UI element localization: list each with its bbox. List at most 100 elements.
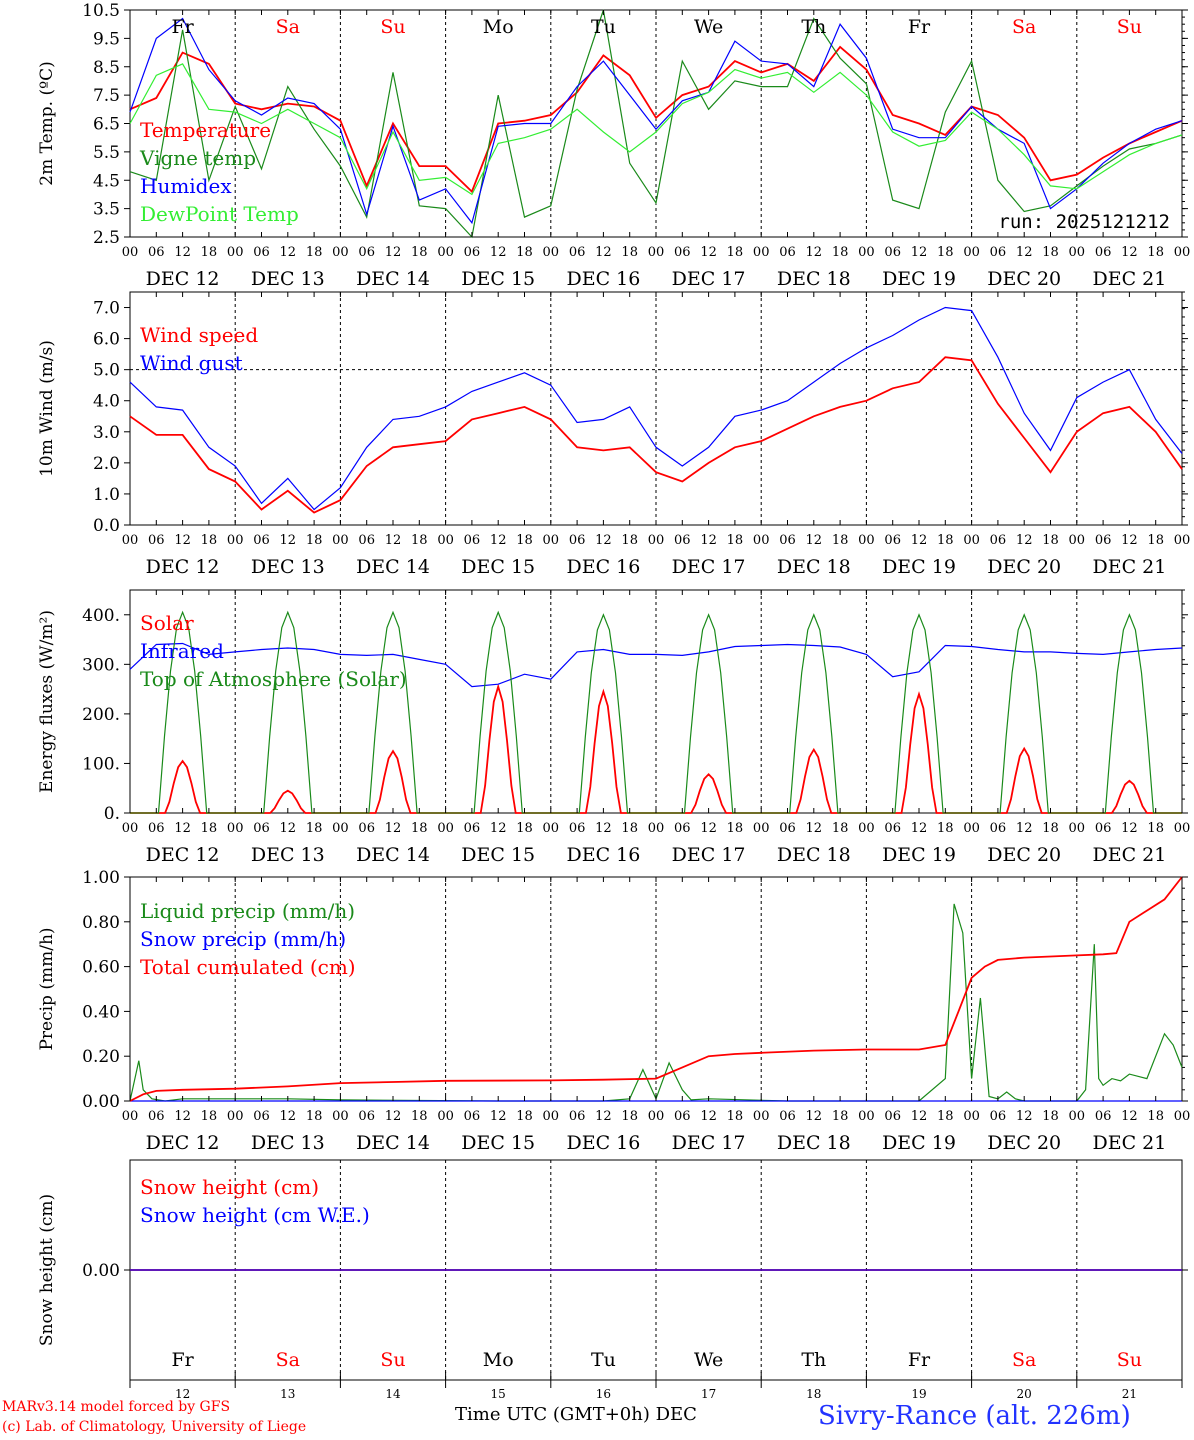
x-hour-label: 06 xyxy=(253,245,270,260)
series-line-infrared xyxy=(129,642,1183,688)
x-hour-label: 06 xyxy=(674,245,691,260)
x-hour-label: 18 xyxy=(306,821,323,836)
x-hour-label: 18 xyxy=(832,533,849,548)
x-hour-label: 12 xyxy=(595,533,612,548)
bottom-day-name: Sa xyxy=(1012,1349,1036,1371)
y-tick-label: 200. xyxy=(82,705,120,725)
legend-entry: Vigne temp xyxy=(139,146,256,170)
bottom-day-number: 21 xyxy=(1122,1387,1137,1401)
y-tick-label: 2.5 xyxy=(93,228,120,248)
day-name-label: Fr xyxy=(171,16,194,38)
day-name-label: We xyxy=(694,16,723,38)
x-hour-label: 18 xyxy=(1042,533,1059,548)
y-tick-label: 1.00 xyxy=(82,868,120,888)
x-hour-label: 12 xyxy=(595,821,612,836)
x-hour-label: 18 xyxy=(516,533,533,548)
x-hour-label: 12 xyxy=(1121,533,1138,548)
y-tick-label: 10.5 xyxy=(82,1,120,21)
x-hour-label: 00 xyxy=(227,821,244,836)
series-line-humidex xyxy=(129,17,1183,225)
x-day-label: DEC 13 xyxy=(251,1132,325,1154)
x-hour-label: 06 xyxy=(990,245,1007,260)
x-hour-label: 00 xyxy=(1069,245,1086,260)
x-hour-label: 12 xyxy=(174,533,191,548)
x-hour-label: 06 xyxy=(779,533,796,548)
x-hour-label: 18 xyxy=(411,245,428,260)
x-hour-label: 12 xyxy=(385,821,402,836)
x-day-label: DEC 13 xyxy=(251,556,325,578)
bottom-day-name: Fr xyxy=(171,1349,194,1371)
x-day-label: DEC 18 xyxy=(777,268,851,290)
legend-entry: Infrared xyxy=(140,639,224,663)
y-tick-label: 5.0 xyxy=(93,361,120,381)
x-hour-label: 06 xyxy=(358,1109,375,1124)
x-hour-label: 00 xyxy=(753,533,770,548)
x-hour-label: 12 xyxy=(490,1109,507,1124)
x-hour-label: 12 xyxy=(700,1109,717,1124)
x-day-label: DEC 19 xyxy=(882,556,956,578)
x-hour-label: 18 xyxy=(621,821,638,836)
x-day-label: DEC 16 xyxy=(566,556,640,578)
panel-1: 2.5 3.5 4.5 5.5 6.5 7.5 8.5 9.5 10.5 2m Temp. (ºC… xyxy=(37,1,1190,290)
x-hour-label: 00 xyxy=(858,1109,875,1124)
bottom-day-number: 14 xyxy=(385,1387,401,1401)
x-hour-label: 06 xyxy=(1095,245,1112,260)
x-day-label: DEC 15 xyxy=(461,268,535,290)
x-day-label: DEC 17 xyxy=(672,556,746,578)
series-line-wind-gust xyxy=(129,306,1183,511)
x-hour-label: 00 xyxy=(963,1109,980,1124)
x-hour-label: 06 xyxy=(1095,1109,1112,1124)
x-hour-label: 00 xyxy=(858,821,875,836)
bottom-day-name: Mo xyxy=(483,1349,514,1371)
x-hour-label: 06 xyxy=(884,1109,901,1124)
x-hour-label: 06 xyxy=(884,245,901,260)
x-hour-label: 18 xyxy=(727,1109,744,1124)
x-hour-label: 06 xyxy=(464,1109,481,1124)
x-day-label: DEC 19 xyxy=(882,1132,956,1154)
x-hour-label: 06 xyxy=(779,821,796,836)
x-hour-label: 00 xyxy=(122,533,139,548)
x-hour-label: 00 xyxy=(1069,1109,1086,1124)
x-hour-label: 00 xyxy=(122,1109,139,1124)
x-hour-label: 18 xyxy=(621,245,638,260)
x-hour-label: 18 xyxy=(411,821,428,836)
legend-entry: DewPoint Temp xyxy=(140,202,299,226)
x-hour-label: 18 xyxy=(306,1109,323,1124)
x-hour-label: 18 xyxy=(201,821,218,836)
x-day-label: DEC 20 xyxy=(987,556,1061,578)
y-tick-label: 0.00 xyxy=(82,1092,120,1112)
x-hour-label: 12 xyxy=(911,533,928,548)
x-hour-label: 06 xyxy=(674,1109,691,1124)
x-day-label: DEC 19 xyxy=(882,268,956,290)
x-hour-label: 00 xyxy=(648,821,665,836)
x-hour-label: 00 xyxy=(963,821,980,836)
y-tick-label: 4.5 xyxy=(93,171,120,191)
bottom-day-number: 13 xyxy=(280,1387,295,1401)
x-hour-label: 12 xyxy=(1016,1109,1033,1124)
x-day-label: DEC 14 xyxy=(356,844,430,866)
bottom-day-number: 20 xyxy=(1017,1387,1032,1401)
x-hour-label: 00 xyxy=(1174,1109,1191,1124)
x-hour-label: 12 xyxy=(385,533,402,548)
x-day-label: DEC 14 xyxy=(356,268,430,290)
x-hour-label: 06 xyxy=(569,533,586,548)
legend-entry: Snow precip (mm/h) xyxy=(140,927,346,951)
x-hour-label: 18 xyxy=(306,533,323,548)
x-day-label: DEC 16 xyxy=(566,844,640,866)
legend-entry: Humidex xyxy=(140,174,232,198)
x-hour-label: 06 xyxy=(148,1109,165,1124)
x-hour-label: 00 xyxy=(858,245,875,260)
series-line-temperature xyxy=(129,45,1183,194)
x-hour-label: 18 xyxy=(1147,533,1164,548)
x-day-label: DEC 12 xyxy=(146,1132,220,1154)
y-tick-label: 5.5 xyxy=(93,143,120,163)
x-hour-label: 00 xyxy=(753,245,770,260)
y-tick-label: 8.5 xyxy=(93,58,120,78)
x-day-label: DEC 20 xyxy=(987,844,1061,866)
x-hour-label: 06 xyxy=(779,245,796,260)
x-hour-label: 18 xyxy=(937,245,954,260)
x-hour-label: 06 xyxy=(674,821,691,836)
x-hour-label: 06 xyxy=(674,533,691,548)
x-hour-label: 06 xyxy=(253,533,270,548)
x-hour-label: 12 xyxy=(806,533,823,548)
